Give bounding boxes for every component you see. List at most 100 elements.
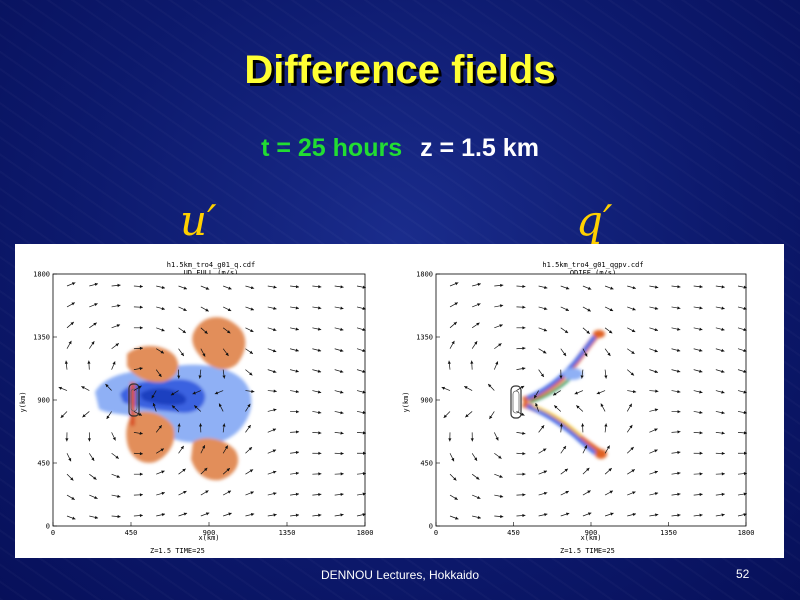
- wind-arrow-head: [105, 384, 109, 388]
- wind-arrow-head: [499, 324, 503, 328]
- wind-arrow-head: [743, 285, 747, 289]
- wind-arrow-head: [721, 306, 725, 310]
- right-blue-patch: [563, 368, 583, 380]
- wind-arrow-head: [495, 437, 499, 441]
- wind-arrow-head: [60, 414, 64, 418]
- wind-arrow-head: [362, 410, 366, 415]
- wind-arrow-head: [677, 430, 681, 434]
- wind-arrow-head: [224, 445, 228, 449]
- left-plot-filename: h1.5km_tro4_g01_q.cdf: [167, 261, 256, 269]
- wind-arrow-head: [160, 448, 164, 452]
- wind-arrow-head: [559, 423, 563, 427]
- wind-arrow-head: [699, 348, 703, 352]
- wind-arrow-head: [587, 286, 592, 290]
- right-xlabel: x(km): [580, 534, 601, 542]
- left-wind-arrows: [58, 282, 367, 520]
- wind-arrow-head: [183, 308, 187, 311]
- time-label: t = 25 hours: [261, 134, 403, 162]
- wind-arrow-head: [606, 445, 610, 449]
- wind-arrow-head: [182, 468, 186, 472]
- wind-arrow-head: [318, 492, 322, 497]
- wind-arrow-head: [295, 430, 300, 434]
- wind-arrow-head: [477, 515, 481, 519]
- wind-arrow-head: [362, 472, 366, 476]
- wind-arrow-head: [158, 425, 162, 429]
- wind-arrow-head: [477, 495, 481, 499]
- wind-arrow-head: [500, 514, 504, 519]
- wind-arrow-head: [522, 431, 526, 435]
- wind-arrow-head: [295, 389, 299, 394]
- wind-arrow-head: [743, 431, 747, 435]
- wind-arrow-head: [743, 451, 747, 455]
- wind-arrow-head: [64, 360, 68, 364]
- wind-arrow-head: [87, 360, 91, 364]
- wind-arrow-head: [318, 513, 322, 517]
- wind-arrow-head: [699, 410, 703, 415]
- wind-arrow-head: [205, 512, 210, 516]
- left-plot-footer: Z=1.5 TIME=25: [150, 547, 205, 555]
- wind-arrow-head: [470, 360, 474, 364]
- left-xtick-labels: 0 450 900 1350 1800: [51, 522, 373, 537]
- wind-arrow-head: [522, 452, 526, 456]
- wind-arrow-head: [543, 491, 548, 495]
- wind-arrow-head: [139, 452, 143, 456]
- left-ylabel: y(km): [19, 391, 27, 412]
- wind-arrow-head: [295, 369, 299, 373]
- wind-arrow-head: [362, 285, 366, 289]
- wind-arrow-head: [340, 390, 344, 394]
- right-plume-blue-2: [526, 404, 601, 458]
- wind-arrow-head: [448, 438, 452, 442]
- wind-arrow-head: [743, 328, 747, 332]
- wind-arrow-head: [699, 492, 703, 497]
- wind-arrow-head: [180, 352, 184, 357]
- wind-arrow-head: [225, 352, 229, 356]
- slide-subtitle: t = 25 hours z = 1.5 km: [0, 134, 800, 163]
- right-plot-footer: Z=1.5 TIME=25: [560, 547, 615, 555]
- right-ytick-labels: 0 450 900 1350 1800: [416, 271, 440, 531]
- wind-arrow-head: [451, 340, 455, 345]
- wind-arrow-head: [161, 285, 165, 289]
- wind-arrow-head: [610, 512, 614, 516]
- wind-arrow-head: [565, 308, 569, 311]
- wind-arrow-head: [455, 516, 459, 520]
- wind-arrow-head: [699, 451, 703, 455]
- wind-arrow-head: [65, 438, 69, 442]
- wind-arrow-head: [249, 350, 253, 354]
- wind-arrow-head: [721, 390, 725, 394]
- wind-arrow-head: [71, 282, 76, 286]
- wind-arrow-head: [273, 389, 277, 393]
- wind-arrow-head: [586, 467, 590, 472]
- wind-arrow-head: [699, 285, 703, 289]
- wind-arrow-head: [91, 457, 95, 461]
- wind-arrow-head: [632, 491, 636, 495]
- wind-arrow-head: [222, 423, 226, 427]
- wind-arrow-head: [441, 386, 446, 390]
- wind-arrow-head: [340, 411, 344, 415]
- wind-arrow-head: [183, 286, 188, 290]
- wind-arrow-head: [521, 412, 525, 416]
- wind-arrow-head: [94, 303, 98, 307]
- wind-arrow-head: [205, 286, 210, 290]
- wind-arrow-head: [721, 327, 725, 331]
- wind-arrow-head: [447, 360, 451, 364]
- wind-arrow-head: [498, 343, 502, 347]
- wind-arrow-head: [587, 490, 591, 494]
- wind-arrow-head: [362, 390, 366, 394]
- wind-arrow-head: [248, 447, 253, 451]
- wind-arrow-head: [139, 431, 143, 435]
- wind-arrow-head: [273, 408, 277, 412]
- wind-arrow-head: [580, 375, 584, 379]
- right-plot-frame: [435, 273, 747, 527]
- wind-arrow-head: [250, 329, 254, 332]
- wind-arrow-head: [454, 282, 459, 286]
- wind-arrow-head: [318, 285, 322, 289]
- wind-arrow-head: [743, 492, 747, 496]
- wind-arrow-head: [117, 304, 121, 308]
- wind-arrow-head: [362, 327, 366, 332]
- wind-arrow-head: [115, 343, 119, 347]
- wind-arrow-head: [565, 491, 569, 494]
- wind-arrow-head: [295, 513, 300, 517]
- wind-arrow-head: [161, 328, 165, 332]
- wind-arrow-head: [655, 389, 659, 393]
- wind-arrow-head: [295, 285, 300, 289]
